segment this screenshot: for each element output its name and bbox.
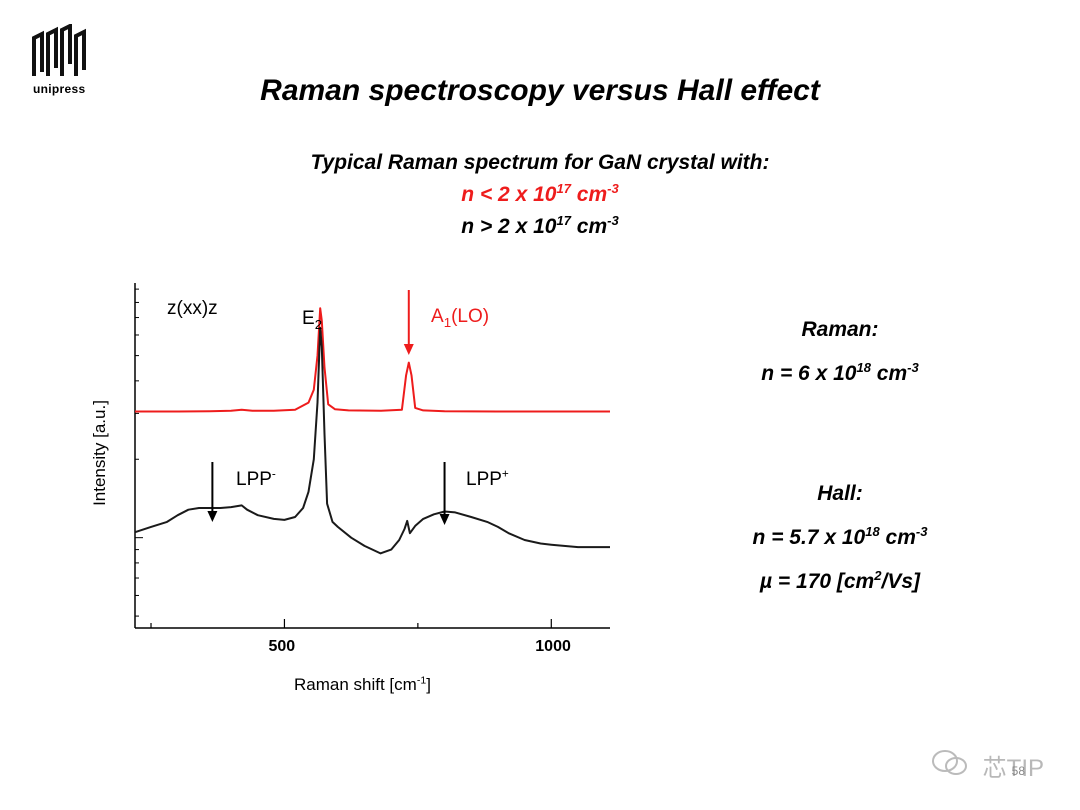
subtitle-line1: Typical Raman spectrum for GaN crystal w…: [310, 151, 770, 174]
lpp-minus-label: LPP-: [236, 467, 276, 490]
e2-peak-label: E2: [302, 308, 323, 332]
page-title: Raman spectroscopy versus Hall effect: [260, 74, 820, 107]
series-line-0: [135, 307, 610, 413]
subtitle-line2: n < 2 x 1017 cm-3: [461, 180, 619, 206]
logo-text: unipress: [33, 82, 86, 96]
x-tick-label-1000: 1000: [535, 638, 571, 655]
a1lo-arrow: [403, 290, 414, 355]
lpp-plus-arrow-head: [439, 514, 450, 525]
a1lo-arrow-head: [403, 344, 414, 355]
watermark-text: 芯TIP: [982, 755, 1044, 782]
raman-heading: Raman:: [801, 318, 879, 341]
a1lo-peak-label: A1(LO): [431, 306, 490, 330]
unipress-logo-icon: [32, 24, 86, 76]
chart-arrows: [207, 290, 450, 525]
series-line-1: [134, 326, 610, 555]
raman-value: n = 6 x 1018 cm-3: [761, 359, 919, 385]
subtitle-line3: n > 2 x 1017 cm-3: [461, 212, 619, 238]
geometry-label: z(xx)z: [167, 298, 218, 319]
lpp-plus-arrow: [439, 462, 450, 525]
hall-mobility-value: µ = 170 [cm2/Vs]: [759, 567, 920, 593]
x-axis-label: Raman shift [cm-1]: [294, 674, 431, 694]
lpp-minus-arrow-head: [207, 511, 218, 522]
lpp-plus-label: LPP+: [466, 467, 509, 490]
wechat-icon: [932, 750, 967, 775]
hall-heading: Hall:: [817, 482, 863, 505]
chart-lines: [134, 307, 610, 555]
lpp-minus-arrow: [207, 462, 218, 522]
page-number: 58: [1011, 764, 1025, 778]
y-axis-label: Intensity [a.u.]: [90, 400, 109, 506]
hall-n-value: n = 5.7 x 1018 cm-3: [752, 523, 928, 549]
chart-axes: [134, 283, 610, 629]
x-tick-label-500: 500: [268, 638, 296, 655]
